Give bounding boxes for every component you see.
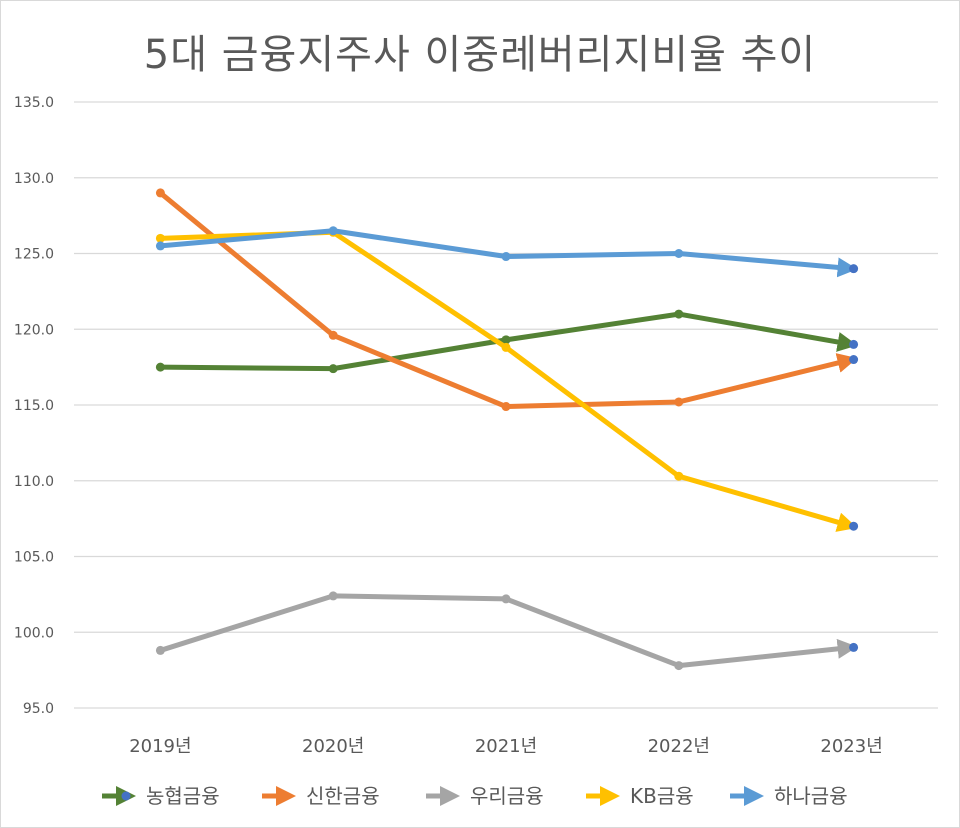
legend: 농협금융 신한금융 우리금융 KB금융 하나금융 [102,784,848,808]
data-point [849,355,859,365]
data-point [674,661,684,671]
data-point [849,642,859,652]
data-point [328,226,338,236]
data-point [501,252,511,262]
data-point [501,402,511,412]
legend-label: 우리금융 [470,784,544,808]
y-tick-label: 100.0 [14,625,54,641]
data-point [328,330,338,340]
data-point [849,339,859,349]
y-tick-label: 110.0 [14,474,54,490]
series-group [155,188,859,671]
data-point [328,364,338,374]
legend-marker [121,791,131,801]
y-tick-label: 125.0 [14,247,54,263]
y-axis-ticks: 135.0 130.0 125.0 120.0 115.0 110.0 105.0 100.0… [14,95,54,717]
y-tick-label: 120.0 [14,322,54,338]
x-tick-label: 2022년 [648,736,710,757]
x-tick-label: 2020년 [302,736,364,757]
data-point [501,594,511,604]
x-tick-label: 2023년 [820,736,882,757]
y-tick-label: 115.0 [14,398,54,414]
x-tick-label: 2021년 [475,736,537,757]
legend-label: 하나금융 [774,784,848,808]
y-tick-label: 95.0 [23,701,54,717]
data-point [674,471,684,481]
x-tick-label: 2019년 [129,736,191,757]
series-line [157,593,858,669]
legend-label: 신한금융 [306,784,380,808]
y-tick-label: 130.0 [14,171,54,187]
x-axis-ticks: 2019년 2020년 2021년 2022년 2023년 [129,736,883,757]
series-line [157,190,858,410]
data-point [155,241,165,251]
data-point [501,342,511,352]
data-point [155,188,165,198]
y-tick-label: 105.0 [14,550,54,566]
data-point [501,335,511,345]
data-point [849,521,859,531]
y-tick-label: 135.0 [14,95,54,111]
data-point [155,233,165,243]
data-point [328,591,338,601]
data-point [674,309,684,319]
series-line [157,228,858,278]
legend-label: 농협금융 [146,784,220,808]
chart-title: 5대 금융지주사 이중레버리지비율 추이 [143,32,817,78]
data-point [674,249,684,258]
legend-label: KB금융 [630,784,694,808]
data-point [849,264,859,274]
data-point [674,397,684,407]
data-point [155,645,165,655]
data-point [155,362,165,372]
